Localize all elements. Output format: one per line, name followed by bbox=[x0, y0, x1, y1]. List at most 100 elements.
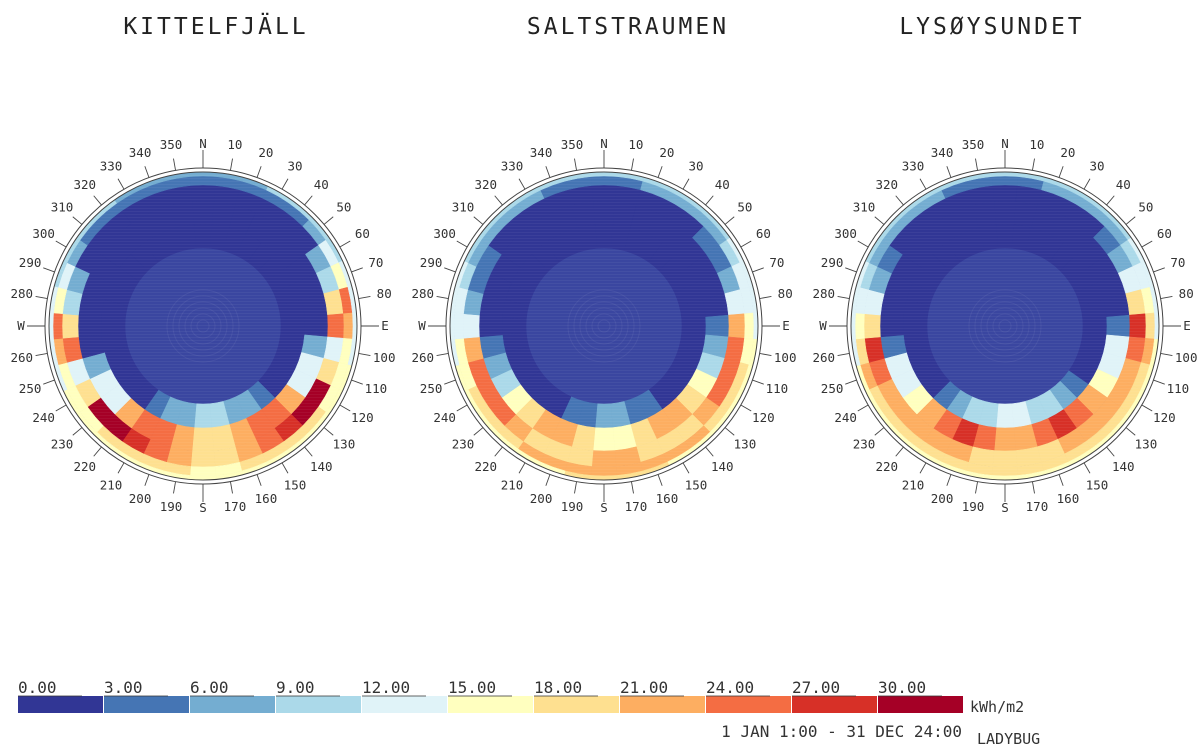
compass-degree-label: 190 bbox=[962, 499, 985, 514]
compass-degree-label: 150 bbox=[1086, 477, 1109, 492]
compass-degree-label: 130 bbox=[333, 436, 356, 451]
compass-degree-label: 40 bbox=[314, 177, 329, 192]
legend-swatch bbox=[706, 696, 791, 713]
compass-degree-label: 340 bbox=[530, 145, 553, 160]
legend-tick-label: 15.00 bbox=[448, 678, 496, 697]
compass-tick bbox=[574, 158, 578, 171]
compass-degree-label: 300 bbox=[32, 226, 55, 241]
compass-degree-label: 340 bbox=[931, 145, 954, 160]
compass-degree-label: 200 bbox=[129, 491, 152, 506]
compass-tick bbox=[740, 404, 752, 412]
compass-tick bbox=[518, 462, 526, 474]
compass-degree-label: 250 bbox=[19, 381, 42, 396]
compass-tick bbox=[518, 178, 526, 190]
compass-degree-label: 230 bbox=[51, 436, 74, 451]
compass-degree-label: 110 bbox=[766, 381, 789, 396]
compass-degree-label: 210 bbox=[902, 477, 925, 492]
compass-tick bbox=[837, 296, 850, 300]
compass-tick bbox=[304, 195, 313, 206]
compass-tick bbox=[351, 267, 363, 273]
compass-degree-label: 170 bbox=[224, 499, 247, 514]
compass-tick bbox=[93, 446, 102, 457]
compass-tick bbox=[845, 379, 857, 385]
compass-degree-label: 330 bbox=[902, 159, 925, 174]
compass-degree-label: 80 bbox=[1179, 286, 1194, 301]
compass-degree-label: 230 bbox=[853, 436, 876, 451]
compass-degree-label: 70 bbox=[368, 255, 383, 270]
compass-degree-label: 340 bbox=[129, 145, 152, 160]
compass-degree-label: 100 bbox=[1175, 350, 1198, 365]
compass-tick bbox=[682, 462, 690, 474]
legend-swatch bbox=[448, 696, 533, 713]
compass-degree-label: 20 bbox=[659, 145, 674, 160]
compass-tick bbox=[752, 267, 764, 273]
compass-degree-label: 100 bbox=[774, 350, 797, 365]
compass-tick bbox=[630, 158, 634, 171]
compass-degree-label: 70 bbox=[1170, 255, 1185, 270]
compass-degree-label: 40 bbox=[715, 177, 730, 192]
dome-center-ring bbox=[184, 307, 222, 345]
compass-tick bbox=[144, 166, 150, 178]
compass-degree-label: 280 bbox=[813, 286, 836, 301]
legend-swatch bbox=[792, 696, 877, 713]
compass-degree-label: 240 bbox=[834, 410, 857, 425]
compass-degree-label: 100 bbox=[373, 350, 396, 365]
legend-tick-label: 27.00 bbox=[792, 678, 840, 697]
compass-degree-label: 280 bbox=[412, 286, 435, 301]
compass-degree-label: 80 bbox=[377, 286, 392, 301]
compass-degree-label: 200 bbox=[931, 491, 954, 506]
dome-center-ring bbox=[591, 313, 617, 339]
compass-degree-label: 170 bbox=[1026, 499, 1049, 514]
compass-tick bbox=[845, 267, 857, 273]
compass-degree-label: 60 bbox=[756, 226, 771, 241]
compass-tick bbox=[752, 379, 764, 385]
compass-degree-label: 10 bbox=[1029, 137, 1044, 152]
compass-degree-label: 310 bbox=[51, 200, 74, 215]
compass-tick bbox=[281, 178, 289, 190]
compass-tick bbox=[1058, 166, 1064, 178]
compass-tick bbox=[436, 352, 449, 356]
compass-tick bbox=[444, 379, 456, 385]
compass-tick bbox=[545, 474, 551, 486]
compass-tick bbox=[358, 296, 371, 300]
compass-tick bbox=[473, 427, 484, 436]
compass-tick bbox=[494, 195, 503, 206]
compass-degree-label: 140 bbox=[310, 459, 333, 474]
compass-cardinal-label: N bbox=[1001, 136, 1009, 151]
compass-degree-label: 350 bbox=[160, 137, 183, 152]
compass-cardinal-label: E bbox=[1183, 318, 1191, 333]
compass-tick bbox=[545, 166, 551, 178]
compass-cardinal-label: N bbox=[199, 136, 207, 151]
compass-tick bbox=[173, 481, 177, 494]
compass-tick bbox=[351, 379, 363, 385]
compass-tick bbox=[72, 216, 83, 225]
compass-degree-label: 110 bbox=[365, 381, 388, 396]
compass-tick bbox=[630, 481, 634, 494]
compass-cardinal-label: E bbox=[381, 318, 389, 333]
compass-degree-label: 10 bbox=[628, 137, 643, 152]
compass-degree-label: 160 bbox=[255, 491, 278, 506]
dome-center-ring bbox=[178, 301, 228, 351]
compass-degree-label: 330 bbox=[100, 159, 123, 174]
legend-tick-label: 6.00 bbox=[190, 678, 229, 697]
compass-tick bbox=[229, 158, 233, 171]
compass-degree-label: 170 bbox=[625, 499, 648, 514]
compass-tick bbox=[436, 296, 449, 300]
compass-degree-label: 310 bbox=[853, 200, 876, 215]
compass-degree-label: 50 bbox=[1138, 200, 1153, 215]
compass-tick bbox=[1153, 379, 1165, 385]
compass-cardinal-label: S bbox=[600, 500, 608, 515]
compass-tick bbox=[1160, 296, 1173, 300]
compass-tick bbox=[43, 267, 55, 273]
compass-inner-circle bbox=[850, 171, 1160, 481]
compass-degree-label: 160 bbox=[656, 491, 679, 506]
compass-tick bbox=[740, 240, 752, 248]
compass-degree-label: 130 bbox=[734, 436, 757, 451]
dome-center-ring bbox=[166, 289, 240, 363]
compass-tick bbox=[456, 240, 468, 248]
compass-degree-label: 20 bbox=[1060, 145, 1075, 160]
compass-degree-label: 320 bbox=[474, 177, 497, 192]
